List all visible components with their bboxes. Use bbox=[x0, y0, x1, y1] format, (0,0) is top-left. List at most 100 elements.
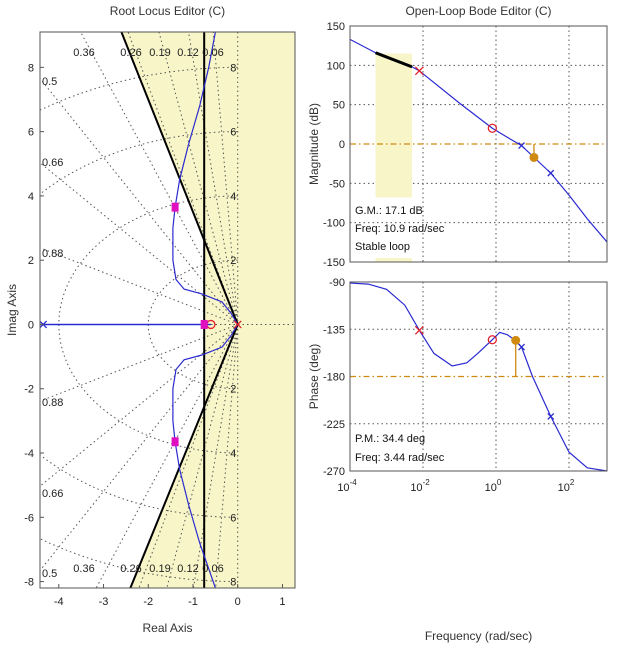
design-region bbox=[375, 258, 413, 262]
y-axis-label: Imag Axis bbox=[5, 284, 19, 336]
closed-loop-pole-marker bbox=[547, 169, 555, 177]
phase-axes-box bbox=[349, 281, 608, 472]
phase-plot bbox=[350, 282, 607, 471]
damping-label-left: 0.88 bbox=[42, 248, 63, 260]
bode-title: Open-Loop Bode Editor (C) bbox=[405, 4, 551, 18]
zero-marker bbox=[487, 335, 498, 345]
frequency-grid-label: 6 bbox=[230, 127, 236, 139]
damping-label-top: 0.26 bbox=[120, 47, 141, 59]
y-tick-label: 4 bbox=[28, 191, 34, 203]
damping-label-bottom: 0.36 bbox=[73, 563, 94, 575]
phase-margin-freq-text: Freq: 3.44 rad/sec bbox=[355, 452, 445, 464]
closed-loop-pole-marker bbox=[518, 142, 526, 150]
damping-grid-line bbox=[40, 162, 239, 325]
y-tick-label: 0 bbox=[28, 319, 34, 331]
y-tick-label: 8 bbox=[28, 62, 34, 74]
design-region bbox=[375, 53, 413, 198]
y-tick-label: 50 bbox=[333, 100, 345, 112]
damping-grid-line bbox=[138, 324, 239, 588]
damping-grid-line bbox=[158, 32, 239, 325]
damping-grid-line bbox=[40, 78, 239, 325]
y-tick-label: -270 bbox=[323, 466, 345, 478]
root-locus-axes-box bbox=[39, 31, 296, 589]
x-tick-label: 10-4 bbox=[337, 478, 357, 494]
damping-grid-line bbox=[80, 32, 239, 325]
x-tick-label: 0 bbox=[235, 596, 241, 608]
frequency-grid-arc bbox=[58, 195, 238, 454]
damping-label-left: 0.88 bbox=[42, 397, 63, 409]
frequency-grid-label: 8 bbox=[230, 577, 236, 589]
slope-constraint bbox=[375, 51, 413, 69]
y-tick-label: 2 bbox=[28, 255, 34, 267]
closed-loop-pole-marker bbox=[518, 343, 526, 351]
damping-label-bottom: 0.12 bbox=[177, 563, 198, 575]
y-tick-label: -135 bbox=[323, 324, 345, 336]
gain-margin-text: G.M.: 17.1 dB bbox=[355, 205, 423, 217]
phase-margin-text: P.M.: 34.4 deg bbox=[355, 433, 425, 445]
magnitude-axes-box bbox=[349, 25, 608, 263]
gain-margin-marker bbox=[529, 152, 539, 162]
y-tick-label: -225 bbox=[323, 419, 345, 431]
stability-text: Stable loop bbox=[355, 241, 410, 253]
x-tick-label: 1 bbox=[279, 596, 285, 608]
y-tick-label: -90 bbox=[329, 277, 345, 289]
damping-label-left: 0.5 bbox=[42, 568, 57, 580]
gain-margin-freq-text: Freq: 10.9 rad/sec bbox=[355, 223, 445, 235]
damping-label-bottom: 0.06 bbox=[202, 563, 223, 575]
y-tick-label: -100 bbox=[323, 218, 345, 230]
frequency-grid-label: 2 bbox=[230, 384, 236, 396]
frequency-grid-label: 2 bbox=[230, 255, 236, 267]
pole-marker bbox=[414, 66, 424, 76]
closed-loop-pole-marker bbox=[547, 412, 555, 420]
frequency-grid-label: 6 bbox=[230, 512, 236, 524]
closed-loop-pole-marker bbox=[200, 319, 208, 329]
zero-marker bbox=[487, 123, 498, 133]
frequency-grid-label: 4 bbox=[230, 191, 236, 203]
root-locus-plot bbox=[40, 32, 295, 588]
damping-grid-line bbox=[40, 324, 239, 487]
damping-constraint-lower bbox=[129, 324, 239, 588]
closed-loop-pole-marker bbox=[171, 437, 179, 447]
open-loop-pole-marker bbox=[233, 320, 242, 329]
y-tick-label: -4 bbox=[24, 448, 34, 460]
closed-loop-pole-marker bbox=[171, 202, 179, 212]
x-tick-label: -2 bbox=[143, 596, 153, 608]
y-tick-label: -6 bbox=[24, 512, 34, 524]
y-tick-label: -180 bbox=[323, 372, 345, 384]
x-tick-label: -1 bbox=[188, 596, 198, 608]
phase-margin-marker bbox=[511, 335, 521, 345]
root-locus-title: Root Locus Editor (C) bbox=[110, 4, 225, 18]
x-tick-label: 100 bbox=[485, 478, 502, 494]
damping-grid-line bbox=[166, 324, 239, 588]
frequency-grid-label: 4 bbox=[230, 448, 236, 460]
y-tick-label: -50 bbox=[329, 178, 345, 190]
magnitude-plot bbox=[350, 26, 607, 262]
x-tick-label: 10-2 bbox=[410, 478, 430, 494]
pole-marker bbox=[414, 325, 424, 335]
y-tick-label: 0 bbox=[339, 139, 345, 151]
x-axis-label: Real Axis bbox=[142, 621, 192, 635]
y-tick-label: 150 bbox=[327, 21, 345, 33]
damping-grid-line bbox=[40, 323, 238, 402]
locus-branch bbox=[172, 324, 239, 588]
damping-grid-line bbox=[40, 247, 238, 325]
damping-label-top: 0.06 bbox=[202, 47, 223, 59]
damping-label-bottom: 0.19 bbox=[149, 563, 170, 575]
y-axis-label: Magnitude (dB) bbox=[307, 103, 321, 185]
damping-grid-line bbox=[40, 324, 239, 571]
damping-label-left: 0.66 bbox=[42, 157, 63, 169]
x-tick-label: -3 bbox=[99, 596, 109, 608]
frequency-grid-label: 8 bbox=[230, 62, 236, 74]
damping-label-top: 0.12 bbox=[177, 47, 198, 59]
x-tick-label: 102 bbox=[558, 478, 575, 494]
x-tick-label: -4 bbox=[54, 596, 64, 608]
y-axis-label: Phase (deg) bbox=[307, 344, 321, 409]
y-tick-label: -150 bbox=[323, 257, 345, 269]
damping-label-left: 0.5 bbox=[42, 76, 57, 88]
damping-label-top: 0.36 bbox=[73, 47, 94, 59]
y-tick-label: 6 bbox=[28, 127, 34, 139]
design-region-decay bbox=[204, 32, 295, 588]
x-axis-label: Frequency (rad/sec) bbox=[425, 629, 532, 643]
damping-label-top: 0.19 bbox=[149, 47, 170, 59]
